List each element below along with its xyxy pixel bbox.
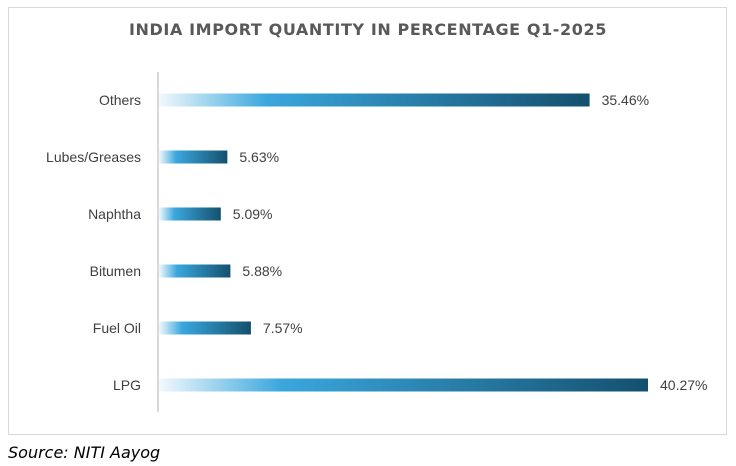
value-label: 5.63% [239, 149, 279, 165]
bar-bitumen [159, 264, 231, 278]
source-note: Source: NITI Aayog [8, 443, 161, 462]
category-label: Naphtha [88, 206, 141, 222]
category-label: LPG [113, 377, 141, 393]
value-label: 5.88% [242, 263, 282, 279]
bar-lubes-greases [159, 150, 228, 164]
value-label: 5.09% [233, 206, 273, 222]
category-label: Fuel Oil [93, 320, 141, 336]
chart-title: INDIA IMPORT QUANTITY IN PERCENTAGE Q1-2… [129, 20, 607, 39]
category-label: Bitumen [90, 263, 141, 279]
category-label: Others [99, 92, 141, 108]
value-label: 40.27% [660, 377, 707, 393]
value-label: 35.46% [602, 92, 649, 108]
bar-naphtha [159, 207, 221, 221]
bar-others [159, 93, 590, 107]
value-label: 7.57% [263, 320, 303, 336]
chart-frame [8, 7, 727, 435]
category-label: Lubes/Greases [46, 149, 141, 165]
bar-fuel-oil [159, 321, 251, 335]
bar-lpg [159, 378, 648, 392]
